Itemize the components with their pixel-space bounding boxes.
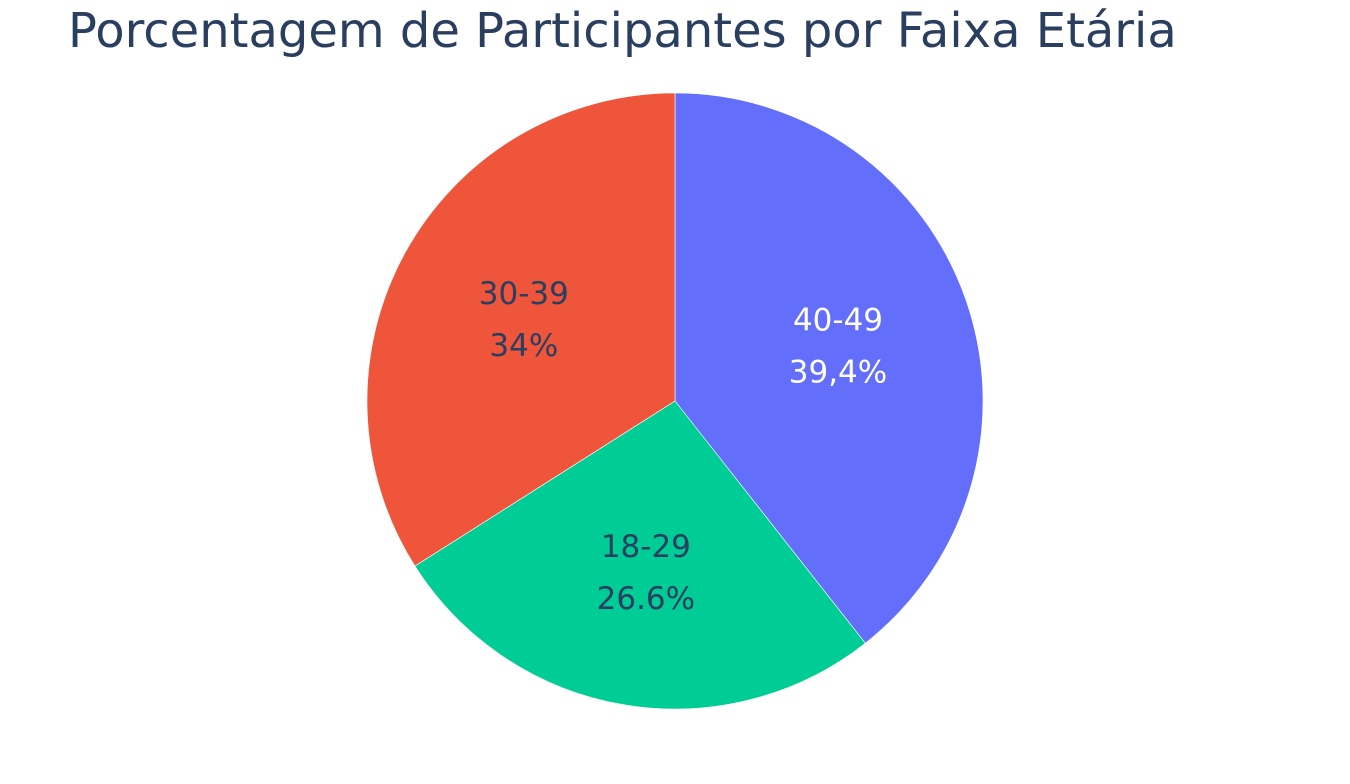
slice-label-category: 40-49 [793,303,883,339]
chart-title: Porcentagem de Participantes por Faixa E… [68,3,1177,59]
slice-label-category: 30-39 [479,276,569,312]
slice-label-percent: 39,4% [789,355,887,391]
pie-labels: 40-49 39,4% 18-29 26.6% 30-39 34% [479,276,887,617]
pie-slice-18-29 [414,400,866,710]
slice-label-percent: 26.6% [597,581,695,617]
slice-label-percent: 34% [489,328,558,364]
slice-label-category: 18-29 [601,529,691,565]
pie-slices [366,92,984,710]
pie-slice-40-49 [674,92,984,644]
pie-slice-30-39 [366,92,676,567]
